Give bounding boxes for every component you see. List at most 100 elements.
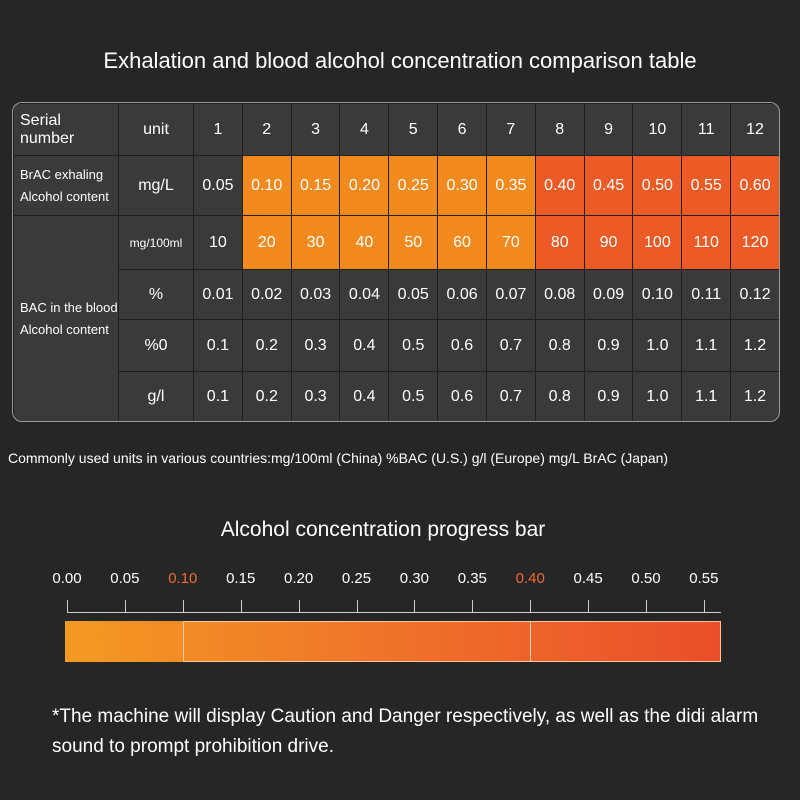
value-cell: 1.1 xyxy=(681,319,732,372)
header-serial-3: 3 xyxy=(290,103,341,156)
header-serial-1: 1 xyxy=(193,103,243,156)
bac-label-line1: BAC in the blood xyxy=(20,299,118,315)
header-serial-9: 9 xyxy=(583,103,634,156)
value-cell: 0.1 xyxy=(193,319,243,372)
unit-cell: % xyxy=(118,269,194,320)
header-serial-8: 8 xyxy=(534,103,585,156)
table-row: %0 0.1 0.2 0.3 0.4 0.5 0.6 0.7 0.8 0.9 1.0 1.1 1.2 xyxy=(14,319,779,372)
value-cell: 0.15 xyxy=(290,155,341,216)
value-cell: 120 xyxy=(730,215,779,270)
scale-tick xyxy=(588,600,590,612)
value-cell: 0.9 xyxy=(583,319,634,372)
scale-tick xyxy=(356,600,358,612)
scale-tick xyxy=(646,600,647,612)
scale-axis-line xyxy=(67,612,721,613)
value-cell: 0.11 xyxy=(681,269,732,320)
scale-label: 0.55 xyxy=(689,570,719,587)
header-serial-5: 5 xyxy=(388,103,439,156)
value-cell: 0.5 xyxy=(388,371,439,421)
unit-cell: %0 xyxy=(118,319,194,372)
value-cell: 0.4 xyxy=(339,371,390,421)
value-cell: 30 xyxy=(290,215,341,270)
header-serial-7: 7 xyxy=(485,103,536,156)
scale-label: 0.05 xyxy=(110,570,140,587)
value-cell: 0.12 xyxy=(730,269,779,320)
value-cell: 0.8 xyxy=(534,319,585,372)
value-cell: 0.6 xyxy=(437,371,487,421)
header-serial-10: 10 xyxy=(632,103,683,156)
scale-label: 0.40 xyxy=(515,570,545,587)
scale-tick xyxy=(530,600,532,612)
value-cell: 0.6 xyxy=(437,319,487,372)
value-cell: 80 xyxy=(534,215,585,270)
scale-label: 0.35 xyxy=(457,570,487,587)
comparison-table: Serial number unit 1 2 3 4 5 6 7 8 9 10 11 12 BrAC exh… xyxy=(12,102,780,422)
value-cell: 0.03 xyxy=(290,269,341,320)
value-cell: 50 xyxy=(388,215,439,270)
unit-cell: g/l xyxy=(118,371,194,421)
value-cell: 0.45 xyxy=(583,155,634,216)
value-cell: 0.07 xyxy=(485,269,536,320)
value-cell: 0.1 xyxy=(193,371,243,421)
unit-cell: mg/100ml xyxy=(118,215,194,270)
progress-bar xyxy=(65,621,721,662)
scale-label: 0.30 xyxy=(399,570,429,587)
scale-label: 0.00 xyxy=(52,570,82,587)
scale-tick xyxy=(240,600,242,612)
value-cell: 100 xyxy=(632,215,683,270)
value-cell: 0.50 xyxy=(632,155,683,216)
value-cell: 90 xyxy=(583,215,634,270)
header-serial-2: 2 xyxy=(241,103,292,156)
value-cell: 0.7 xyxy=(485,371,536,421)
scale-label: 0.10 xyxy=(168,570,198,587)
scale-tick xyxy=(67,600,68,612)
value-cell: 0.04 xyxy=(339,269,390,320)
value-cell: 0.10 xyxy=(241,155,292,216)
value-cell: 70 xyxy=(485,215,536,270)
value-cell: 40 xyxy=(339,215,390,270)
value-cell: 10 xyxy=(193,215,243,270)
value-cell: 0.3 xyxy=(290,319,341,372)
value-cell: 0.10 xyxy=(632,269,683,320)
value-cell: 110 xyxy=(681,215,732,270)
comparison-table-grid: Serial number unit 1 2 3 4 5 6 7 8 9 10 11 12 BrAC exh… xyxy=(13,103,779,421)
value-cell: 0.20 xyxy=(339,155,390,216)
units-note: Commonly used units in various countries… xyxy=(8,450,669,466)
scale-tick xyxy=(414,600,416,612)
value-cell: 20 xyxy=(241,215,292,270)
table-row: BrAC exhaling Alcohol content mg/L 0.05 0.10… xyxy=(13,155,779,216)
header-serial-4: 4 xyxy=(339,103,390,156)
value-cell: 0.4 xyxy=(339,319,390,372)
scale-label: 0.20 xyxy=(283,570,314,587)
value-cell: 0.55 xyxy=(681,155,732,216)
value-cell: 0.2 xyxy=(241,319,292,372)
scale-label: 0.45 xyxy=(573,570,603,587)
danger-divider xyxy=(530,621,532,662)
value-cell: 0.7 xyxy=(485,319,536,372)
scale-label: 0.15 xyxy=(226,570,256,587)
value-cell: 0.40 xyxy=(534,155,585,216)
value-cell: 1.1 xyxy=(681,371,732,421)
value-cell: 60 xyxy=(437,215,487,270)
value-cell: 0.05 xyxy=(193,155,243,216)
caution-segment xyxy=(182,621,721,662)
scale-tick xyxy=(703,600,705,612)
header-serial-6: 6 xyxy=(437,103,487,156)
value-cell: 0.05 xyxy=(388,269,439,320)
table-row: g/l 0.1 0.2 0.3 0.4 0.5 0.6 0.7 0.8 0.9 1.0 1.1 1.2 xyxy=(14,371,779,421)
scale-label: 0.25 xyxy=(341,570,372,587)
value-cell: 0.01 xyxy=(193,269,243,320)
header-serial-12: 12 xyxy=(730,103,779,156)
value-cell: 0.30 xyxy=(437,155,487,216)
bac-label: BAC in the blood Alcohol content xyxy=(13,215,119,421)
scale-tick xyxy=(472,600,474,612)
header-serial: Serial number xyxy=(13,103,119,156)
table-row: BAC in the blood Alcohol content mg/100ml 1… xyxy=(13,215,779,421)
value-cell: 1.2 xyxy=(730,319,779,372)
value-cell: 0.09 xyxy=(583,269,634,320)
table-header-row: Serial number unit 1 2 3 4 5 6 7 8 9 10 11 12 xyxy=(13,103,779,156)
scale-tick xyxy=(124,600,126,612)
value-cell: 0.08 xyxy=(534,269,585,320)
brac-label: BrAC exhaling Alcohol content xyxy=(13,155,119,216)
brac-label-line2: Alcohol content xyxy=(20,188,109,204)
